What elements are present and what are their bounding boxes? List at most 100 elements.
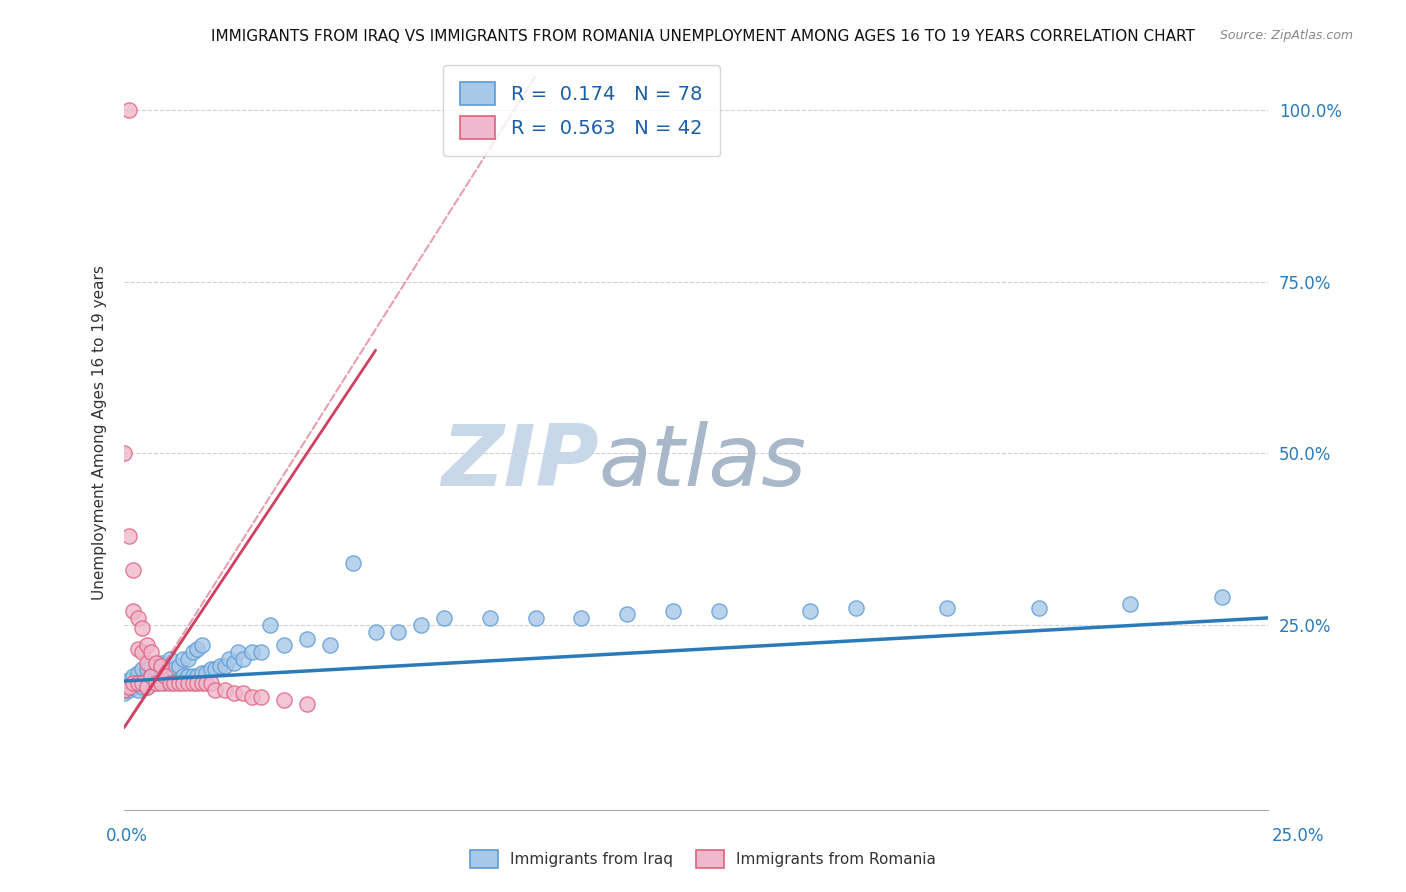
Point [159, 673, 181, 687]
Point [364, 624, 387, 639]
Point [145, 669, 167, 683]
Point [167, 673, 190, 687]
Point [122, 563, 145, 577]
Point [141, 669, 163, 683]
Point [141, 645, 163, 659]
Point [200, 662, 222, 676]
Point [131, 621, 153, 635]
Point [616, 607, 638, 622]
Point [135, 680, 157, 694]
Point [172, 669, 194, 683]
Point [131, 680, 153, 694]
Point [181, 669, 204, 683]
Point [177, 669, 200, 683]
Point [117, 528, 139, 542]
Point [127, 641, 149, 656]
Point [141, 659, 163, 673]
Legend: Immigrants from Iraq, Immigrants from Romania: Immigrants from Iraq, Immigrants from Ro… [464, 844, 942, 873]
Point [145, 676, 167, 690]
Point [240, 645, 263, 659]
Point [112, 683, 135, 698]
Point [163, 673, 186, 687]
Point [149, 669, 172, 683]
Point [131, 676, 153, 690]
Point [228, 645, 250, 659]
Point [127, 665, 149, 680]
Point [127, 611, 149, 625]
Legend: R =  0.174   N = 78, R =  0.563   N = 42: R = 0.174 N = 78, R = 0.563 N = 42 [443, 65, 720, 156]
Point [1028, 600, 1050, 615]
Point [135, 680, 157, 694]
Point [117, 676, 139, 690]
Point [209, 659, 232, 673]
Point [181, 645, 204, 659]
Point [204, 683, 226, 698]
Point [112, 680, 135, 694]
Point [259, 617, 281, 632]
Point [117, 683, 139, 698]
Point [122, 604, 145, 618]
Point [662, 604, 685, 618]
Point [387, 624, 409, 639]
Point [131, 673, 153, 687]
Point [433, 611, 456, 625]
Point [159, 669, 181, 683]
Point [295, 697, 318, 711]
Point [240, 690, 263, 704]
Point [145, 662, 167, 676]
Y-axis label: Unemployment Among Ages 16 to 19 years: Unemployment Among Ages 16 to 19 years [93, 265, 107, 600]
Point [707, 604, 730, 618]
Point [122, 669, 145, 683]
Point [250, 645, 273, 659]
Point [149, 659, 172, 673]
Point [122, 680, 145, 694]
Point [127, 683, 149, 698]
Point [117, 673, 139, 687]
Point [163, 662, 186, 676]
Point [135, 656, 157, 670]
Point [186, 669, 208, 683]
Point [273, 693, 295, 707]
Point [936, 600, 959, 615]
Point [1119, 597, 1142, 611]
Point [218, 652, 240, 666]
Point [172, 652, 194, 666]
Point [177, 676, 200, 690]
Point [250, 690, 273, 704]
Point [122, 676, 145, 690]
Point [200, 676, 222, 690]
Point [122, 676, 145, 690]
Point [153, 676, 176, 690]
Point [295, 632, 318, 646]
Point [167, 659, 190, 673]
Text: 0.0%: 0.0% [105, 827, 148, 845]
Point [319, 639, 342, 653]
Point [149, 656, 172, 670]
Point [222, 656, 245, 670]
Point [145, 656, 167, 670]
Point [232, 652, 254, 666]
Point [172, 676, 194, 690]
Point [1211, 591, 1233, 605]
Point [214, 659, 236, 673]
Point [167, 676, 190, 690]
Point [222, 686, 245, 700]
Point [186, 676, 208, 690]
Point [186, 641, 208, 656]
Point [145, 676, 167, 690]
Text: ZIP: ZIP [441, 421, 599, 504]
Point [524, 611, 547, 625]
Point [273, 639, 295, 653]
Text: IMMIGRANTS FROM IRAQ VS IMMIGRANTS FROM ROMANIA UNEMPLOYMENT AMONG AGES 16 TO 19: IMMIGRANTS FROM IRAQ VS IMMIGRANTS FROM … [211, 29, 1195, 44]
Point [195, 676, 218, 690]
Point [571, 611, 593, 625]
Text: Source: ZipAtlas.com: Source: ZipAtlas.com [1219, 29, 1353, 42]
Point [163, 676, 186, 690]
Point [191, 676, 214, 690]
Text: 25.0%: 25.0% [1272, 827, 1324, 845]
Point [478, 611, 501, 625]
Point [177, 652, 200, 666]
Point [214, 683, 236, 698]
Point [135, 639, 157, 653]
Text: atlas: atlas [599, 421, 807, 504]
